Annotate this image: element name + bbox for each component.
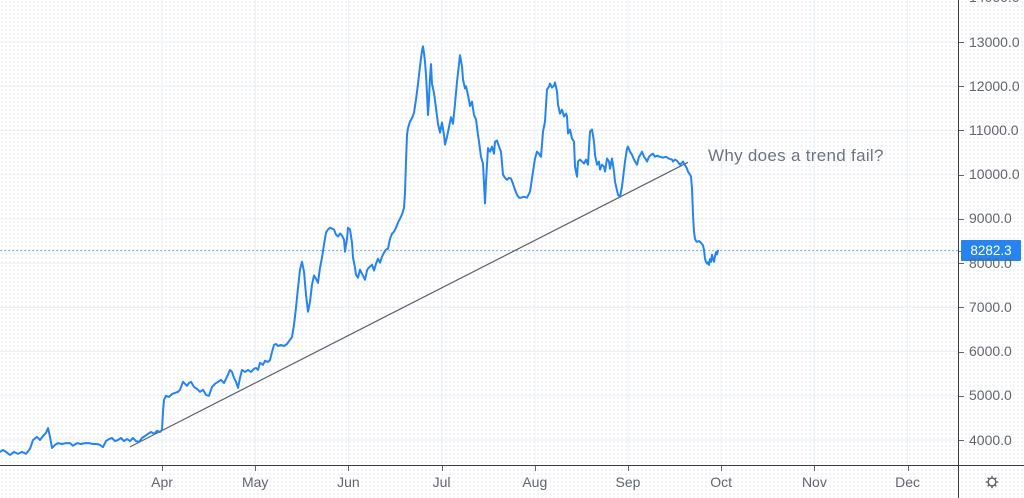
time-axis-tick [907,466,909,471]
price-axis-label: 13000.0 [969,33,1020,50]
time-axis-tick [348,466,350,471]
chart-canvas [0,0,958,465]
price-axis-label: 12000.0 [969,77,1020,94]
trendline-drawing[interactable] [129,161,689,448]
last-price-tick [959,250,962,252]
gear-icon[interactable] [983,473,1001,491]
time-axis-label: May [241,474,269,490]
price-axis-label: 5000.0 [969,387,1012,404]
time-axis-tick [162,466,163,471]
time-axis-label: Oct [710,474,733,490]
price-line-series [0,45,719,456]
price-axis-tick [959,440,964,441]
price-axis[interactable]: 8282.3 14000.0 13000.0 12000.0 11000.0 10000… [958,0,1024,465]
axis-settings-corner[interactable] [958,465,1024,498]
price-axis-tick [959,263,964,265]
price-axis-label: 6000.0 [969,343,1012,360]
time-axis[interactable]: Apr May Jun Jul Aug Sep Oct Nov Dec [0,465,958,498]
price-axis-tick [959,307,964,309]
price-axis-label: 14000.0 [969,0,1020,5]
time-axis-tick [721,466,723,471]
time-axis-label: Aug [522,474,548,490]
chart-plot-area[interactable]: Why does a trend fail? [0,0,958,465]
price-axis-tick [959,218,964,220]
time-axis-label: Nov [801,474,827,490]
price-axis-tick [959,351,964,353]
price-axis-tick [959,130,964,132]
price-axis-label: 11000.0 [969,121,1019,138]
price-axis-tick [959,42,964,43]
time-axis-tick [255,466,257,471]
price-axis-tick [959,86,964,88]
time-axis-tick [628,466,629,471]
time-axis-label: Apr [151,474,173,490]
gear-tooth [994,477,997,480]
time-axis-tick [441,466,443,471]
gear-tooth [994,484,997,487]
gear-tooth [986,484,989,487]
price-axis-label: 9000.0 [969,210,1012,227]
price-axis-label: 4000.0 [969,431,1012,448]
time-axis-label: Jun [337,474,360,490]
price-axis-tick [959,174,964,176]
price-axis-tick [959,395,964,397]
time-axis-label: Sep [615,474,641,490]
trend-annotation-text[interactable]: Why does a trend fail? [708,146,884,165]
last-price-label: 8282.3 [961,240,1021,262]
time-axis-label: Dec [895,474,921,490]
time-axis-tick [534,466,536,471]
time-axis-tick [814,466,816,471]
price-axis-label: 10000.0 [969,166,1020,183]
gear-tooth [986,477,989,480]
time-axis-label: Jul [432,474,451,490]
price-axis-label: 7000.0 [969,298,1012,315]
price-axis-label: 8000.0 [969,254,1012,271]
